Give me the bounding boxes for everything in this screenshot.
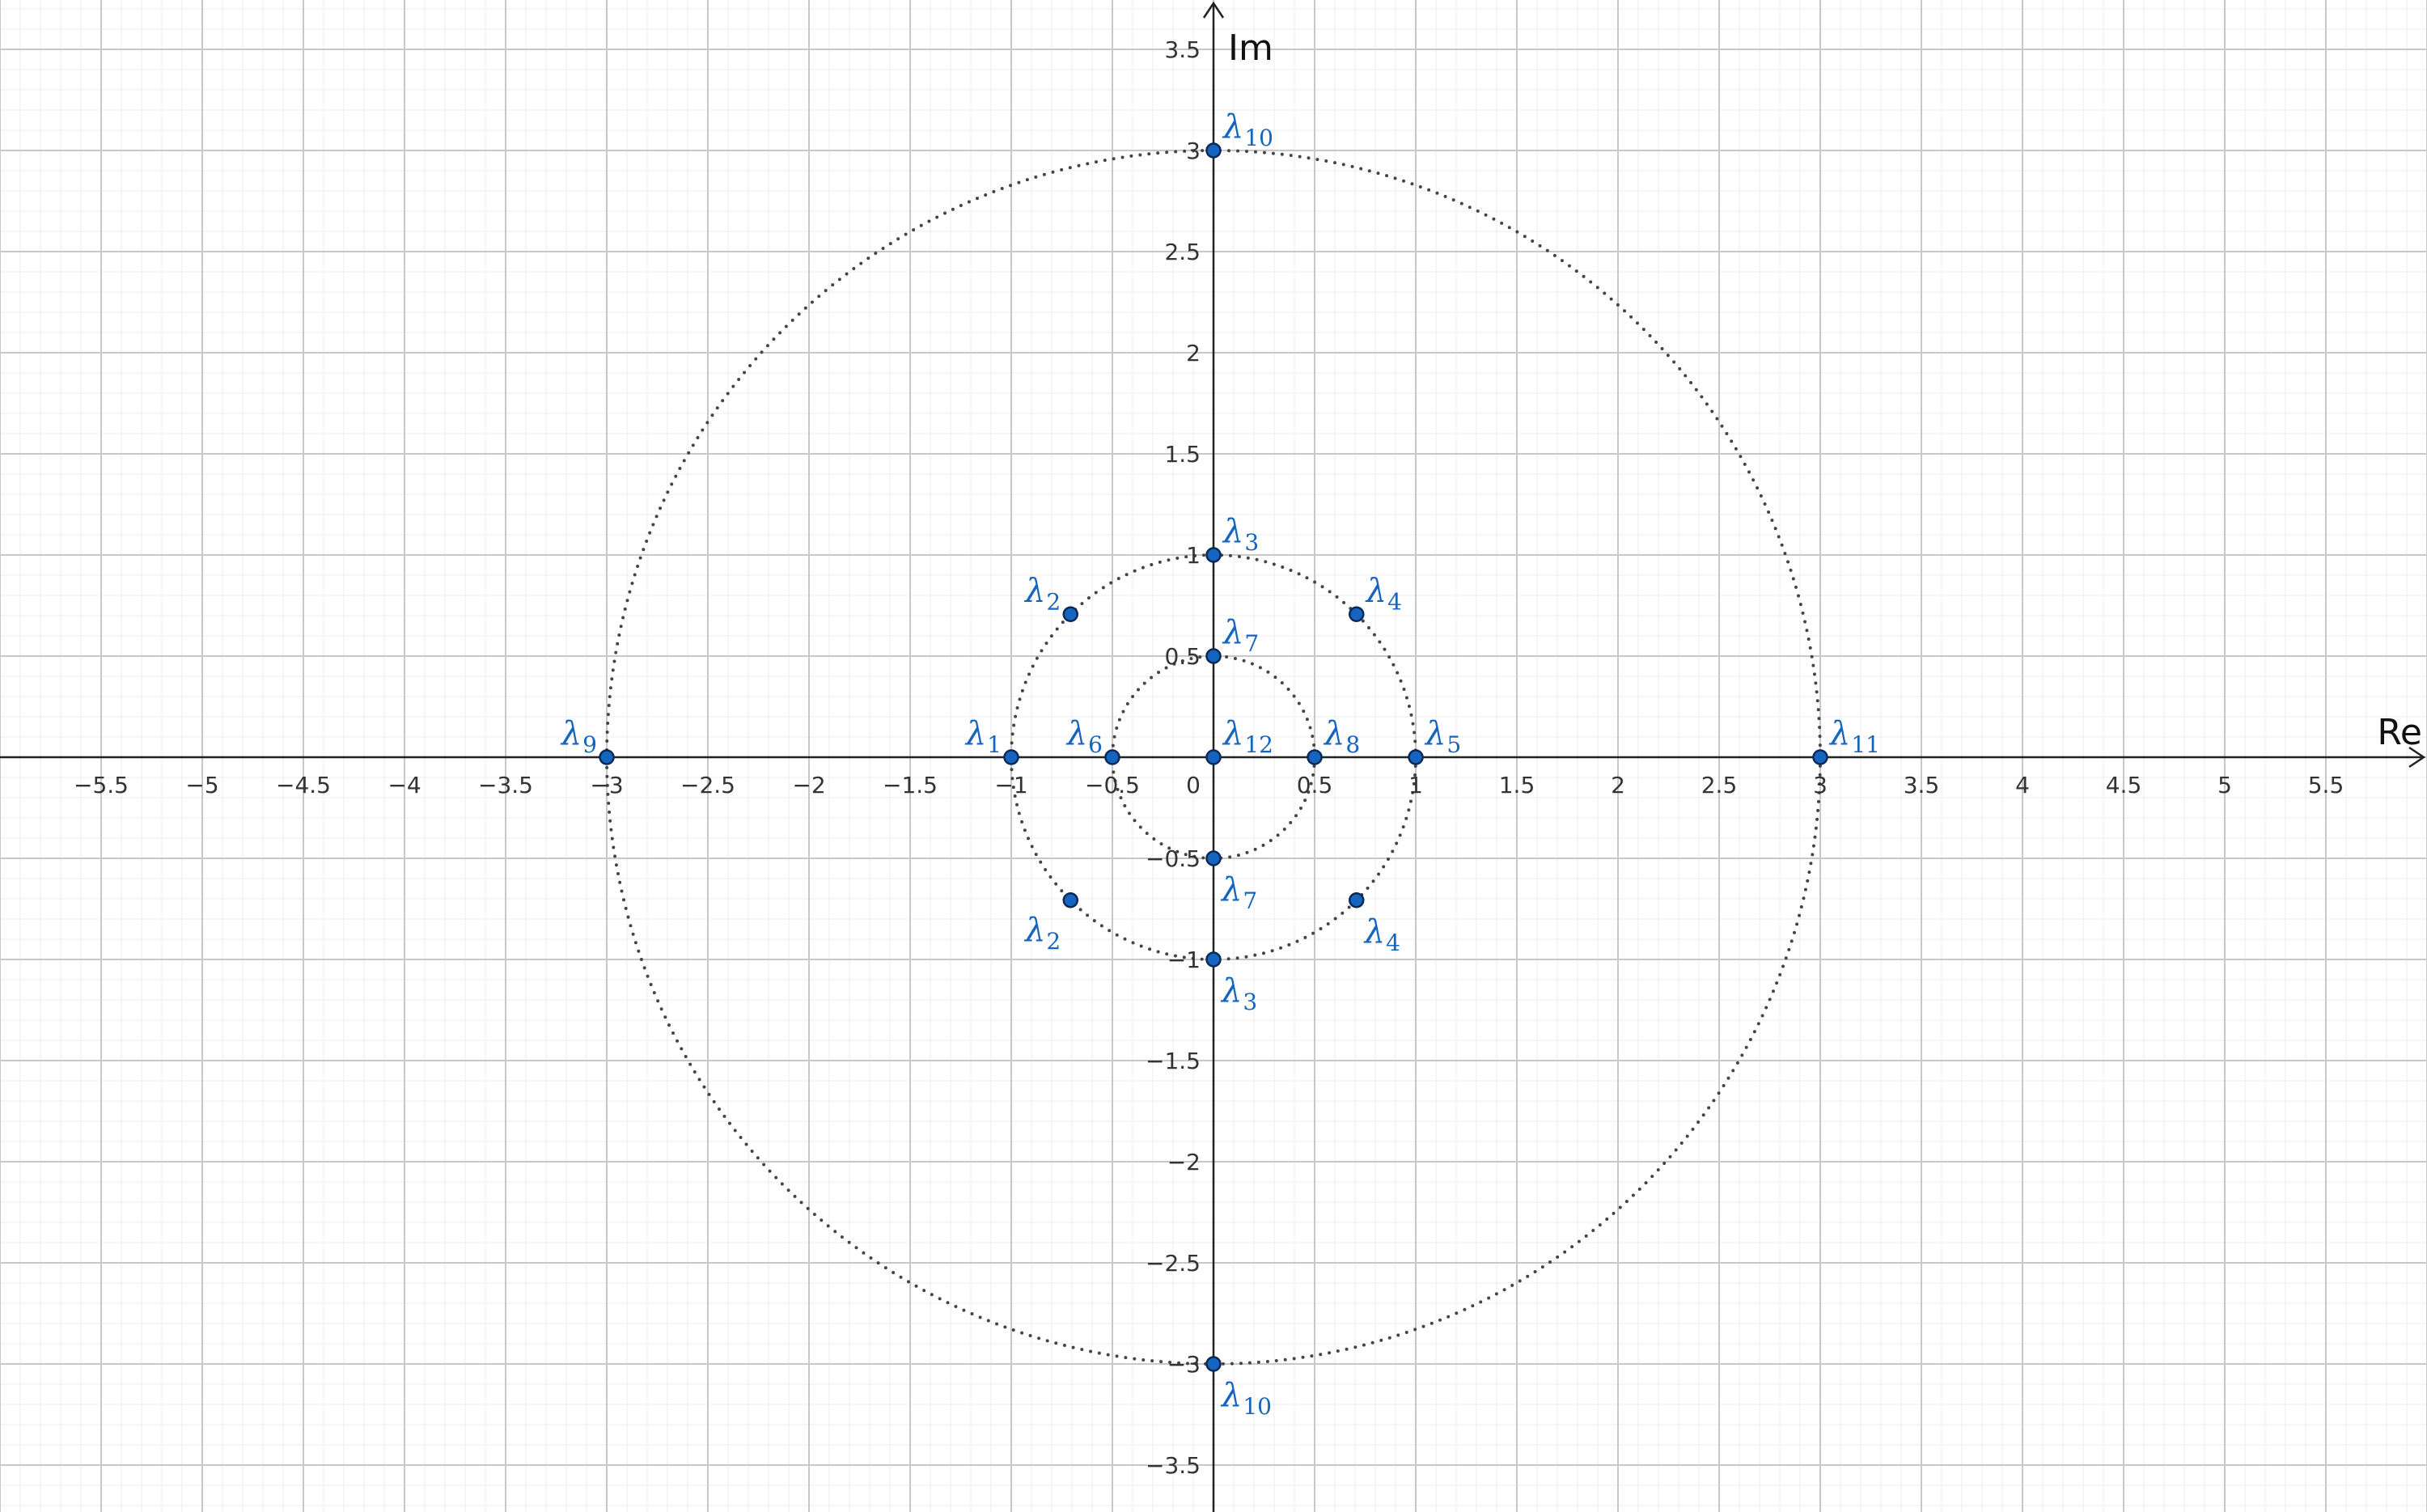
- eigenvalue-points: [599, 142, 1828, 1372]
- eigenvalue-label: λ3: [1222, 513, 1259, 556]
- eigenvalue-point: [1349, 606, 1365, 622]
- eigenvalue-label: λ4: [1363, 913, 1400, 956]
- y-axis-arrow: [1202, 1, 1225, 19]
- eigenvalue-label: λ5: [1424, 715, 1461, 758]
- eigenvalue-point: [1062, 606, 1078, 622]
- eigenvalue-point: [1205, 749, 1222, 765]
- eigenvalue-label: λ12: [1222, 715, 1273, 758]
- x-tick-label: −2.5: [680, 772, 735, 798]
- eigenvalue-label: λ8: [1323, 715, 1360, 758]
- y-tick-label: −2.5: [1146, 1250, 1201, 1277]
- x-tick-label: −1.5: [883, 772, 938, 798]
- eigenvalue-label: λ11: [1828, 715, 1880, 758]
- eigenvalue-point: [1812, 749, 1828, 765]
- y-tick-label: 0.5: [1164, 643, 1201, 670]
- x-tick-label: 3.5: [1904, 772, 1940, 798]
- y-tick-label: 2.5: [1164, 239, 1201, 265]
- x-axis-title: Re: [2377, 712, 2422, 753]
- x-tick-label: −2: [792, 772, 825, 798]
- y-tick-label: 3.5: [1164, 36, 1201, 63]
- y-tick-label: −1.5: [1146, 1048, 1201, 1074]
- y-tick-label: 1: [1186, 542, 1201, 569]
- x-tick-label: −5: [185, 772, 218, 798]
- eigenvalue-point: [1408, 749, 1424, 765]
- x-tick-label: −1: [994, 772, 1027, 798]
- y-tick-label: −2: [1167, 1149, 1201, 1175]
- x-axis-arrow: [2408, 746, 2426, 769]
- eigenvalue-point: [1205, 1356, 1222, 1372]
- y-tick-label: −0.5: [1146, 845, 1201, 872]
- y-tick-label: 1.5: [1164, 441, 1201, 468]
- eigenvalue-label: λ2: [1023, 572, 1061, 615]
- eigenvalue-label: λ10: [1220, 1377, 1272, 1420]
- x-tick-label: −3: [590, 772, 623, 798]
- x-tick-label: 3: [1813, 772, 1828, 798]
- point-labels: λ1 λ2 λ2 λ3 λ3 λ4 λ4 λ5 λ6 λ7 λ7 λ8 λ9 λ10 λ10 λ11 λ12: [560, 108, 1880, 1420]
- x-tick-label: 5.5: [2308, 772, 2344, 798]
- eigenvalue-label: λ7: [1220, 871, 1257, 914]
- eigenvalue-point: [1003, 749, 1019, 765]
- eigenvalue-point: [1205, 142, 1222, 159]
- eigenvalue-label: λ4: [1365, 572, 1402, 615]
- eigenvalue-point: [1349, 892, 1365, 908]
- tick-labels: −5.5 −5 −4.5 −4 −3.5 −3 −2.5 −2 −1.5 −1 −0.5 0.5 1 1.…: [74, 36, 2344, 1479]
- x-tick-label: 2: [1611, 772, 1625, 798]
- x-tick-label: −5.5: [74, 772, 129, 798]
- x-tick-label: 2.5: [1701, 772, 1738, 798]
- x-tick-label: 5: [2217, 772, 2232, 798]
- eigenvalue-label: λ10: [1222, 108, 1273, 151]
- eigenvalue-point: [1205, 951, 1222, 968]
- eigenvalue-point: [599, 749, 615, 765]
- eigenvalue-point: [1104, 749, 1120, 765]
- x-tick-label: −3.5: [478, 772, 533, 798]
- x-tick-label: 1.5: [1499, 772, 1535, 798]
- eigenvalue-point: [1205, 648, 1222, 664]
- eigenvalue-label: λ7: [1222, 614, 1259, 657]
- eigenvalue-point: [1205, 850, 1222, 866]
- eigenvalue-label: λ2: [1023, 912, 1061, 955]
- eigenvalue-label: λ1: [964, 715, 1002, 758]
- x-tick-label: 0.5: [1297, 772, 1333, 798]
- x-tick-label: 4.5: [2106, 772, 2142, 798]
- y-tick-label: −3.5: [1146, 1452, 1201, 1479]
- y-tick-label: 2: [1186, 340, 1201, 366]
- x-tick-label: 4: [2015, 772, 2030, 798]
- x-tick-label: −4: [388, 772, 421, 798]
- y-tick-label: −3: [1167, 1351, 1201, 1378]
- y-tick-label: 3: [1186, 138, 1201, 164]
- x-tick-label: −4.5: [276, 772, 331, 798]
- eigenvalue-point: [1307, 749, 1323, 765]
- eigenvalue-label: λ6: [1065, 715, 1103, 758]
- eigenvalue-point: [1205, 547, 1222, 563]
- eigenvalue-point: [1062, 892, 1078, 908]
- eigenvalue-label: λ3: [1220, 972, 1257, 1015]
- eigenvalue-label: λ9: [560, 715, 597, 758]
- y-tick-label: −1: [1167, 947, 1201, 973]
- x-tick-label: −0.5: [1085, 772, 1140, 798]
- origin-label: 0: [1186, 772, 1201, 798]
- x-tick-label: 1: [1408, 772, 1423, 798]
- y-axis-title: Im: [1228, 28, 1273, 69]
